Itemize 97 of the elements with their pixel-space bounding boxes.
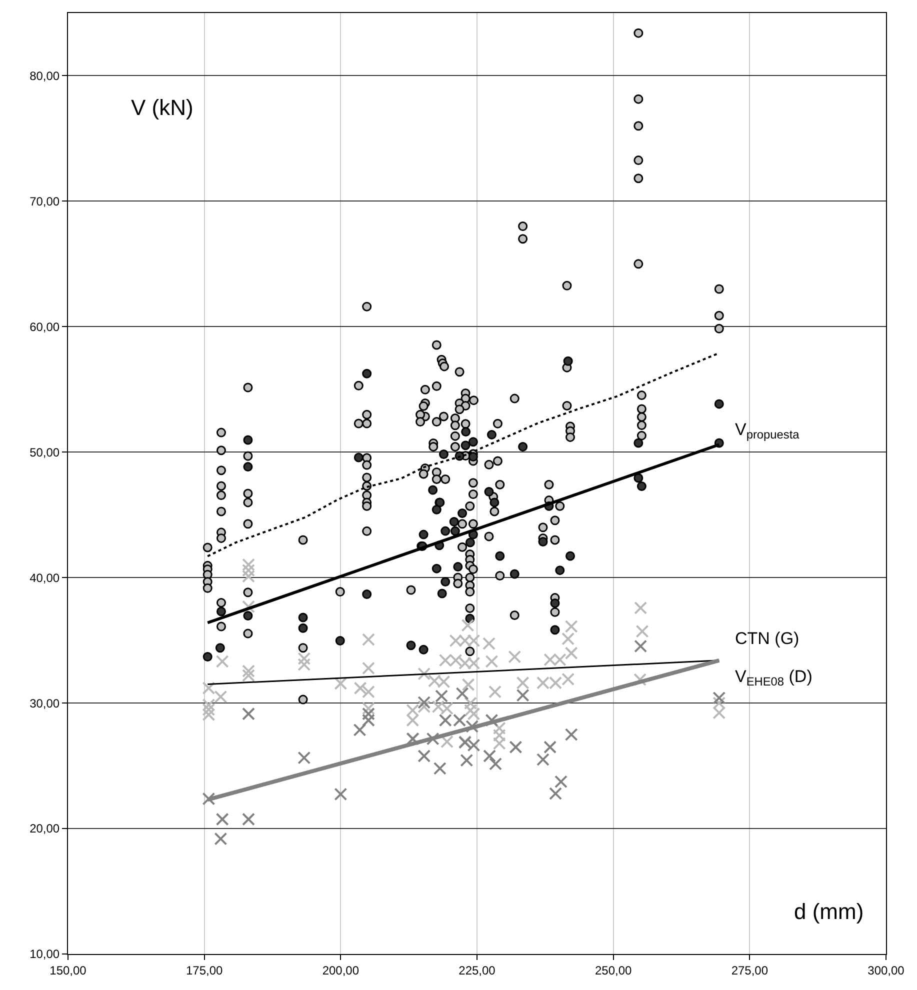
point	[243, 435, 253, 445]
point	[566, 551, 575, 561]
point	[334, 788, 348, 801]
point	[490, 498, 500, 508]
y-tick-label: 70,00	[30, 194, 60, 208]
point	[202, 792, 216, 806]
y-tick-label: 80,00	[30, 68, 60, 83]
point	[714, 399, 724, 409]
point	[634, 438, 644, 448]
y-tick-label: 40,00	[30, 570, 60, 585]
point	[354, 452, 364, 462]
point	[353, 723, 366, 736]
x-tick-label: 200,00	[322, 963, 360, 978]
point	[634, 473, 644, 483]
point	[242, 707, 256, 720]
point	[550, 598, 560, 608]
point	[636, 482, 646, 492]
y-tick-label: 60,00	[30, 320, 60, 334]
point	[461, 427, 471, 437]
point	[438, 450, 448, 460]
point	[550, 625, 560, 635]
x-tick-label: 275,00	[731, 963, 768, 978]
point	[518, 442, 528, 452]
point	[335, 636, 345, 646]
point	[495, 551, 505, 561]
point	[510, 569, 520, 579]
x-tick-label: 225,00	[458, 963, 496, 978]
point	[432, 564, 442, 574]
point	[449, 517, 459, 527]
point	[466, 720, 479, 733]
point	[544, 740, 557, 754]
point	[484, 487, 494, 497]
point	[458, 508, 468, 518]
point	[456, 687, 469, 700]
point	[554, 775, 568, 788]
point	[298, 612, 308, 622]
point	[549, 787, 562, 800]
point	[362, 590, 372, 600]
point	[418, 530, 428, 540]
x-axis-title: d (mm)	[794, 899, 864, 924]
point	[216, 812, 229, 826]
point	[538, 536, 548, 546]
point	[440, 526, 450, 536]
y-axis-title: V (kN)	[131, 95, 194, 120]
point	[440, 576, 450, 586]
point	[428, 485, 438, 495]
point	[243, 462, 253, 472]
point	[564, 728, 578, 742]
point	[243, 610, 253, 620]
series-label: CTN (G)	[735, 629, 800, 648]
point	[486, 430, 496, 440]
point	[242, 812, 256, 826]
point	[214, 832, 228, 846]
point	[215, 643, 225, 653]
x-tick-label: 300,00	[868, 963, 905, 978]
point	[432, 504, 442, 514]
x-tick-label: 250,00	[594, 963, 632, 978]
y-tick-label: 30,00	[30, 696, 60, 710]
point	[426, 732, 440, 746]
series-label: V$_{EHE08}$ (D)	[735, 667, 812, 689]
point	[406, 640, 416, 650]
point	[216, 606, 226, 616]
point	[362, 707, 375, 720]
point	[634, 640, 648, 653]
point	[468, 437, 478, 447]
point	[362, 368, 372, 378]
point	[435, 690, 448, 703]
series-label: V$_{propuesta}$	[735, 420, 800, 442]
point	[536, 753, 550, 766]
point	[485, 714, 498, 727]
point	[450, 526, 460, 536]
y-tick-label: 20,00	[30, 822, 60, 836]
point	[362, 714, 375, 727]
x-tick-label: 175,00	[186, 963, 224, 978]
point	[468, 452, 478, 462]
point	[516, 688, 530, 702]
point	[298, 751, 311, 764]
point	[555, 566, 565, 576]
point	[453, 562, 463, 572]
point	[712, 691, 726, 704]
point	[460, 754, 474, 767]
point	[460, 440, 470, 450]
point	[437, 588, 447, 598]
point	[465, 538, 475, 548]
point	[433, 762, 446, 775]
y-tick-label: 50,00	[30, 445, 60, 460]
point	[418, 750, 431, 763]
point	[418, 696, 431, 709]
point	[483, 750, 496, 763]
point	[202, 652, 212, 662]
x-tick-label: 150,00	[50, 963, 87, 978]
point	[563, 356, 573, 366]
point	[489, 757, 502, 770]
y-tick-label: 10,00	[30, 947, 60, 962]
point	[509, 740, 522, 754]
point	[298, 623, 308, 633]
point	[418, 644, 428, 654]
